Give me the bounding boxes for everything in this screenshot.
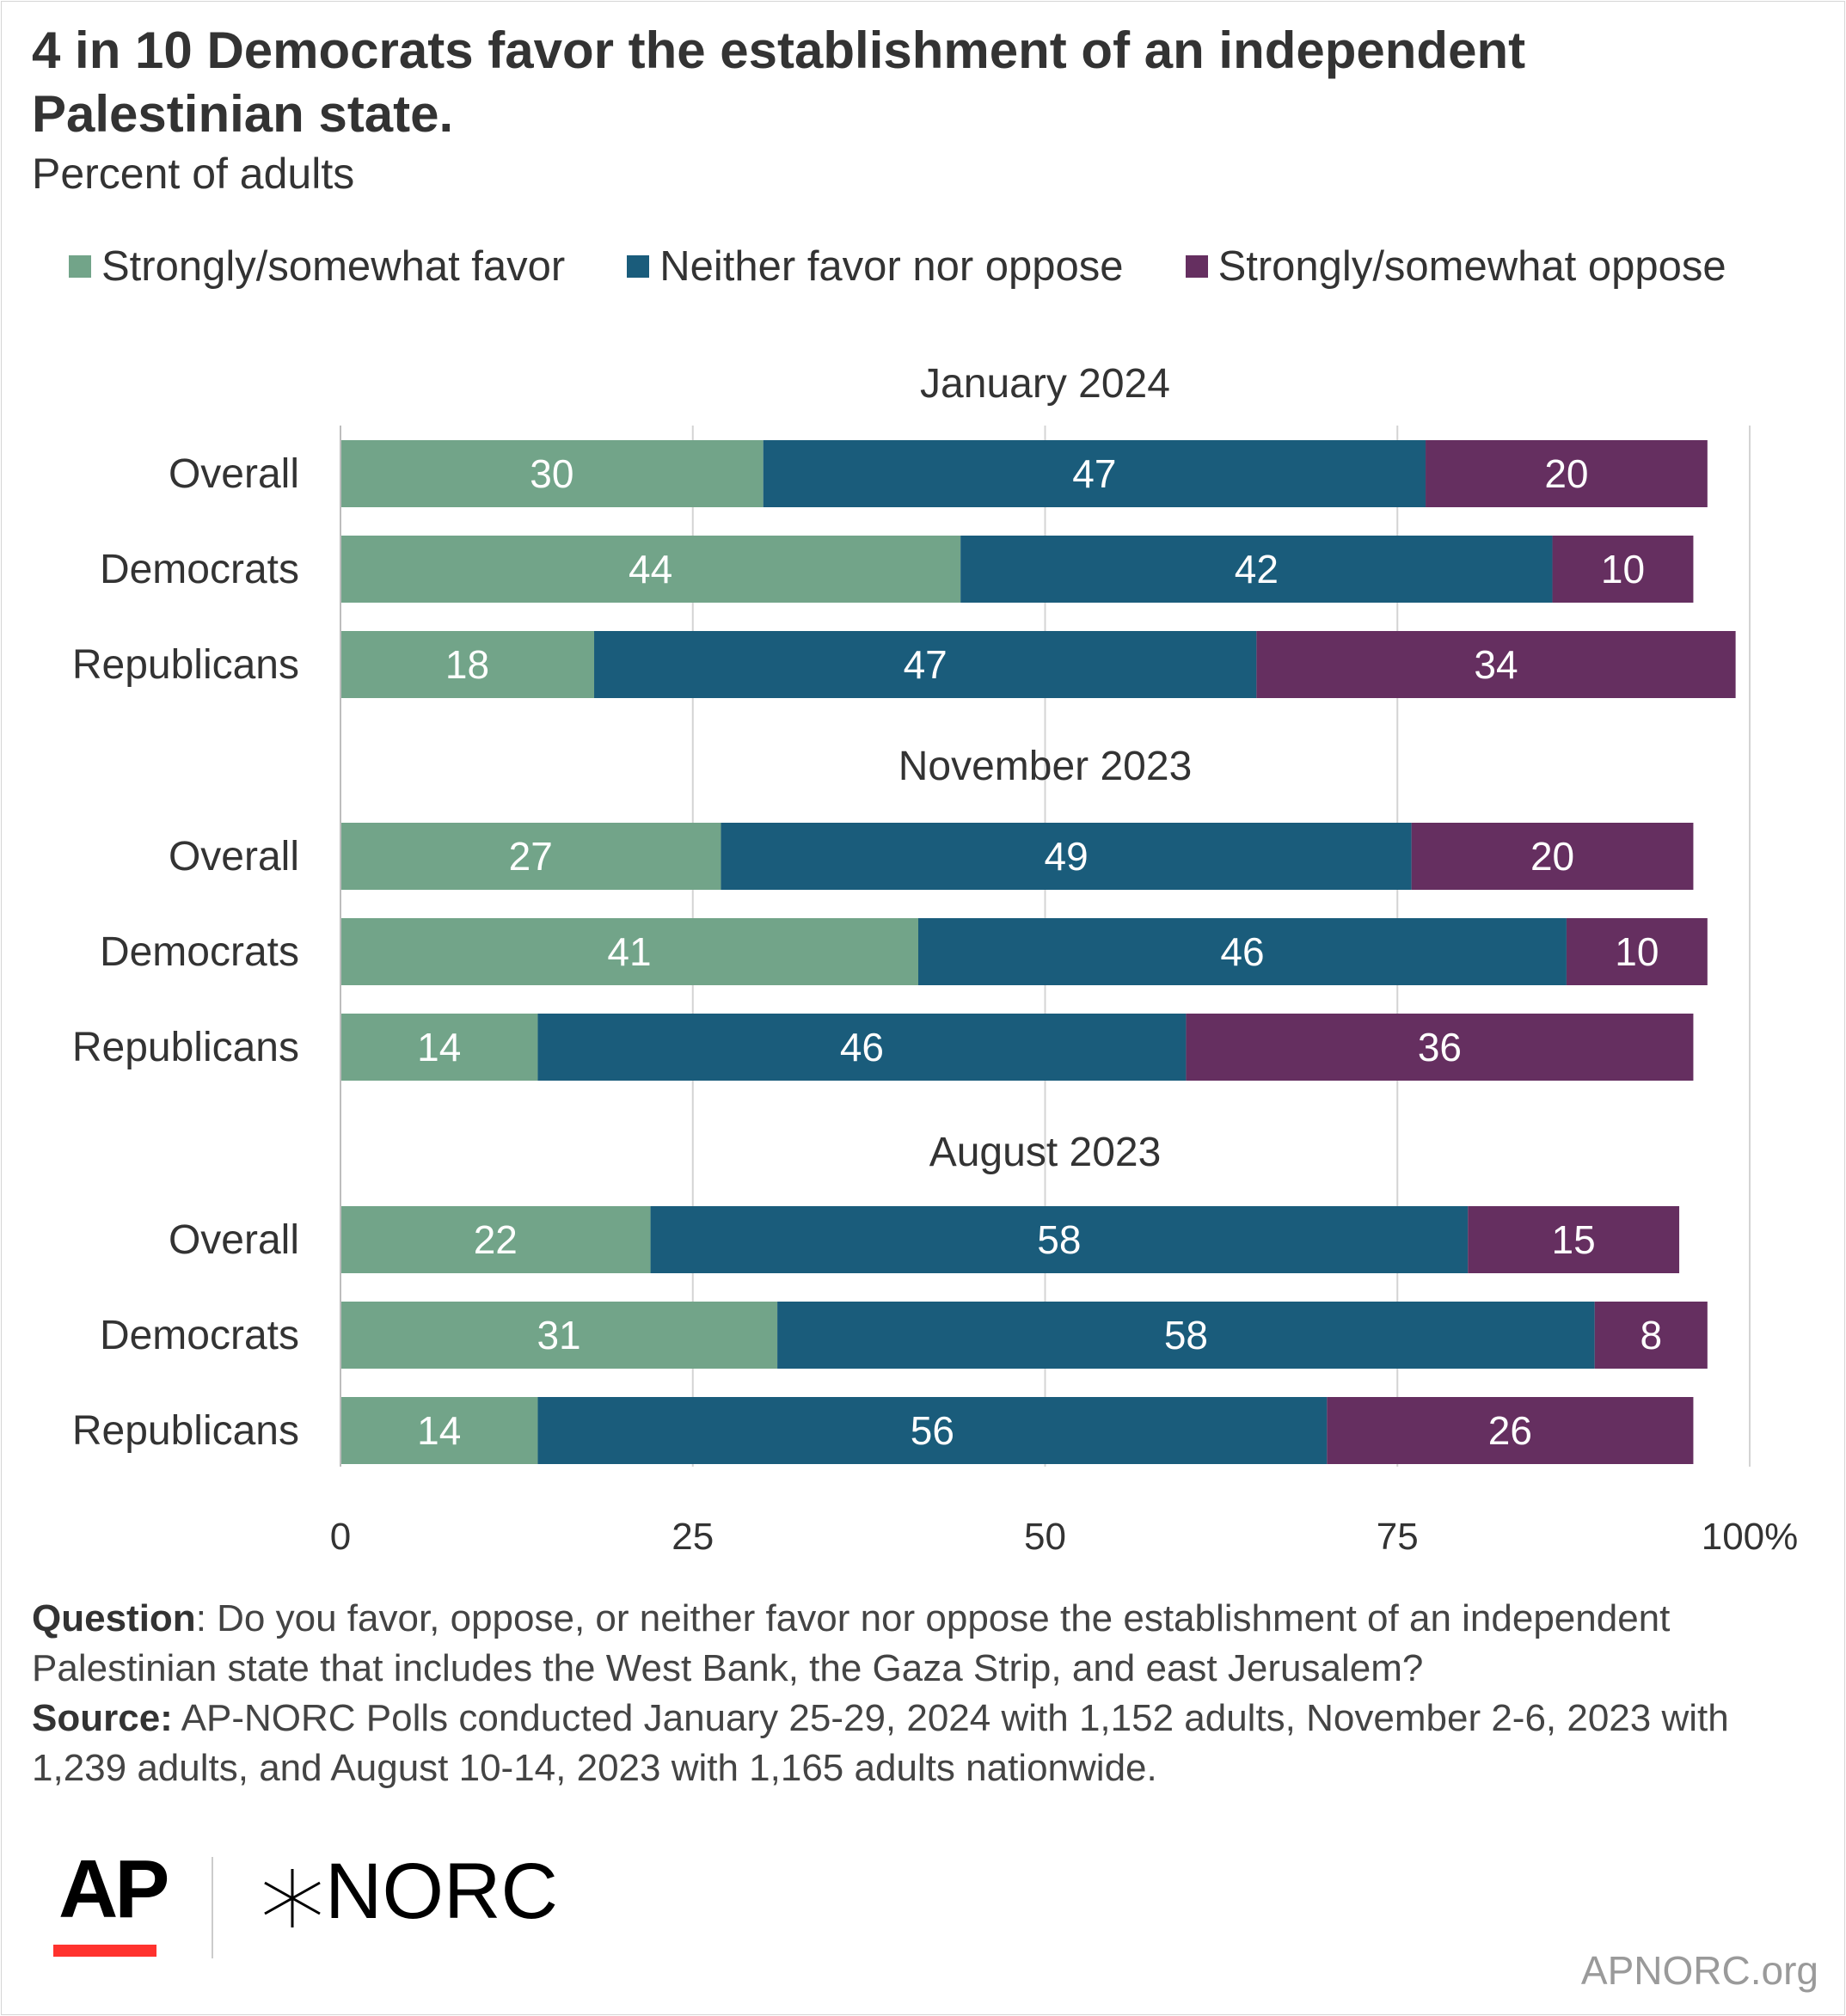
legend-label-neither: Neither favor nor oppose: [659, 243, 1124, 290]
bar-segment: [721, 823, 1412, 890]
logo-divider: [212, 1857, 213, 1958]
x-tick-label: 100%: [1702, 1516, 1799, 1558]
bar-segment: [650, 1206, 1469, 1273]
question-label: Question: [32, 1597, 196, 1639]
bar-segment: [777, 1302, 1595, 1369]
bar-segment: [917, 918, 1567, 985]
site-url: APNORC.org: [1580, 1948, 1818, 1993]
legend-item-favor: Strongly/somewhat favor: [69, 241, 565, 292]
source-label: Source:: [32, 1697, 173, 1739]
legend-label-oppose: Strongly/somewhat oppose: [1217, 243, 1726, 290]
data-label: 8: [1640, 1313, 1662, 1357]
data-label: 46: [840, 1025, 884, 1069]
category-label: Overall: [169, 451, 299, 497]
bar-segment: [1566, 918, 1708, 985]
question-text: : Do you favor, oppose, or neither favor…: [32, 1597, 1671, 1689]
bar-segment: [763, 440, 1426, 507]
bar-segment: [1186, 1014, 1694, 1081]
norc-logo: NORC: [325, 1847, 558, 1935]
bar-segment: [340, 1302, 778, 1369]
bar-segment: [1552, 536, 1694, 603]
category-label: Democrats: [100, 1313, 299, 1358]
x-tick-label: 0: [330, 1516, 351, 1558]
ap-logo-bar: [53, 1945, 156, 1957]
data-label: 49: [1044, 834, 1088, 879]
category-label: Overall: [169, 1217, 299, 1263]
legend: Strongly/somewhat favor Neither favor no…: [69, 241, 1788, 292]
data-label: 15: [1552, 1217, 1596, 1262]
data-label: 44: [629, 547, 672, 591]
bar-segment: [1468, 1206, 1680, 1273]
bar-segment: [340, 1206, 651, 1273]
chart-notes: Question: Do you favor, oppose, or neith…: [32, 1594, 1820, 1793]
bar-segment: [340, 823, 721, 890]
x-tick-label: 50: [1024, 1516, 1066, 1558]
data-label: 58: [1164, 1313, 1208, 1357]
legend-swatch-neither: [627, 255, 650, 278]
data-label: 34: [1474, 642, 1518, 687]
bar-segment: [340, 1397, 538, 1464]
category-label: Democrats: [100, 929, 299, 975]
stacked-bar-chart: 0 25 50 75 100% January 2024 Overall 30 47 20 Demo…: [72, 361, 1799, 1558]
data-label: 58: [1037, 1217, 1081, 1262]
bar-segment: [340, 1014, 538, 1081]
bar-segment: [1594, 1302, 1708, 1369]
legend-item-neither: Neither favor nor oppose: [627, 241, 1124, 292]
group-title: November 2023: [898, 744, 1193, 789]
bar-segment: [340, 536, 961, 603]
legend-label-favor: Strongly/somewhat favor: [101, 243, 566, 290]
data-label: 14: [417, 1025, 461, 1069]
data-label: 46: [1220, 929, 1264, 974]
category-label: Republicans: [72, 642, 299, 688]
bar-segment: [340, 918, 918, 985]
bar-segment: [340, 631, 595, 698]
data-label: 10: [1615, 929, 1659, 974]
category-label: Republicans: [72, 1408, 299, 1454]
chart-subtitle: Percent of adults: [32, 150, 355, 198]
category-label: Republicans: [72, 1025, 299, 1070]
data-label: 20: [1530, 834, 1574, 879]
chart-title: 4 in 10 Democrats favor the establishmen…: [32, 21, 1526, 143]
data-label: 14: [417, 1408, 461, 1453]
bar-segment: [537, 1014, 1187, 1081]
ap-logo: AP: [58, 1843, 169, 1935]
question-note: Question: Do you favor, oppose, or neith…: [32, 1594, 1820, 1694]
bar-segment: [960, 536, 1553, 603]
data-label: 41: [607, 929, 651, 974]
data-label: 22: [474, 1217, 518, 1262]
bar-segment: [537, 1397, 1328, 1464]
data-label: 26: [1488, 1408, 1532, 1453]
bar-segment: [1327, 1397, 1694, 1464]
norc-star-icon: [264, 1869, 321, 1927]
data-label: 47: [904, 642, 948, 687]
bar-segment: [340, 440, 764, 507]
source-text: AP-NORC Polls conducted January 25-29, 2…: [32, 1697, 1729, 1789]
category-label: Overall: [169, 834, 299, 879]
data-label: 27: [509, 834, 553, 879]
source-note: Source: AP-NORC Polls conducted January …: [32, 1694, 1820, 1793]
data-label: 30: [530, 451, 573, 496]
bar-segment: [1256, 631, 1736, 698]
data-label: 10: [1601, 547, 1645, 591]
bar-segment: [594, 631, 1257, 698]
data-label: 56: [911, 1408, 954, 1453]
group-title: August 2023: [929, 1130, 1162, 1175]
data-label: 42: [1235, 547, 1279, 591]
x-tick-label: 25: [672, 1516, 714, 1558]
group-title: January 2024: [920, 361, 1170, 407]
legend-swatch-favor: [69, 255, 91, 278]
data-label: 18: [445, 642, 489, 687]
legend-item-oppose: Strongly/somewhat oppose: [1185, 241, 1726, 292]
data-label: 20: [1544, 451, 1588, 496]
legend-swatch-oppose: [1185, 255, 1208, 278]
bar-segment: [1411, 823, 1694, 890]
x-tick-label: 75: [1377, 1516, 1419, 1558]
bar-segment: [1426, 440, 1708, 507]
category-label: Democrats: [100, 547, 299, 592]
data-label: 31: [537, 1313, 580, 1357]
data-label: 47: [1072, 451, 1116, 496]
data-label: 36: [1418, 1025, 1462, 1069]
